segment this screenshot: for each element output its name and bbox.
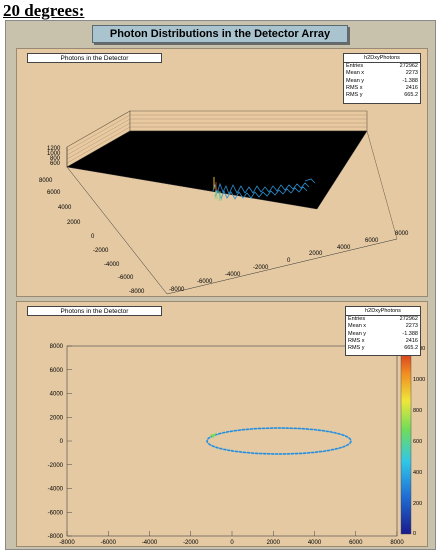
colz-y-tick-marks [67,345,72,537]
colz-palette-bar [400,343,412,535]
bottom-stats-row-mean-x: Mean x 2273 [348,323,418,330]
top-stats-row-mean-y: Mean y -1.388 [346,77,418,84]
y-tick-label: -6000 [118,275,134,281]
top-stats-name: h2DxyPhotons [344,54,420,63]
x-tick-label: 2000 [309,251,323,257]
y-tick-label: -2000 [48,463,64,469]
lego-x-axis-line [166,238,398,295]
page-heading: 20 degrees: [3,1,85,20]
root-canvas-window: Photon Distributions in the Detector Arr… [5,20,436,550]
colz-x-tick-labels: -8000 -6000 -4000 -2000 0 2000 4000 6000… [59,540,404,546]
palette-tick-label: 1000 [413,377,425,383]
x-tick-label: -8000 [169,287,185,293]
lego-y-axis-line [66,166,168,295]
z-tick-label: 1200 [47,146,61,152]
y-tick-label: 0 [91,234,95,240]
lego-z-tick-labels: 1200 1000 800 600 [47,146,61,167]
lego-x-tick-labels: -8000 -6000 -4000 -2000 0 2000 4000 6000… [169,231,409,293]
colz-frame [66,345,398,537]
x-tick-label: -2000 [183,540,199,546]
x-tick-label: -4000 [142,540,158,546]
x-tick-label: 6000 [365,238,379,244]
y-tick-label: 8000 [50,344,64,350]
bottom-pad-colz-plot[interactable]: Photons in the Detector [16,301,428,547]
palette-tick-label: 600 [413,439,422,445]
y-tick-label: -4000 [48,487,64,493]
y-tick-label: -8000 [48,534,64,540]
top-stats-row-rms-y: RMS y 665.2 [346,92,418,99]
x-tick-label: 0 [287,258,291,264]
x-tick-label: -2000 [253,265,269,271]
colz-photon-ring-inner [206,427,352,455]
x-tick-label: -4000 [225,272,241,278]
top-stats-row-mean-x: Mean x 2273 [346,70,418,77]
top-stats-row-rms-x: RMS x 2416 [346,84,418,91]
canvas-title-banner: Photon Distributions in the Detector Arr… [92,25,348,43]
colz-y-tick-labels: 8000 6000 4000 2000 0 -2000 -4000 -6000 … [48,344,64,540]
colz-palette-labels: 1200 1000 800 600 400 200 0 [413,346,425,537]
y-tick-label: -4000 [104,262,120,268]
x-tick-label: 2000 [267,540,281,546]
bottom-pad-title: Photons in the Detector [27,306,162,316]
colz-x-tick-marks [66,531,398,536]
y-tick-label: 4000 [50,392,64,398]
z-tick-label: 800 [50,156,61,162]
y-tick-label: 2000 [50,415,64,421]
bottom-stats-name: h2DxyPhotons [346,307,420,316]
x-tick-label: 4000 [308,540,322,546]
lego-right-edge [366,130,398,240]
x-tick-label: 8000 [395,231,409,237]
x-tick-label: -8000 [59,540,75,546]
y-tick-label: 6000 [47,190,61,196]
top-pad-lego-plot[interactable]: Photons in the Detector h2DxyPhotons Ent… [16,48,428,297]
z-tick-label: 600 [50,161,61,167]
bottom-stats-box[interactable]: h2DxyPhotons Entries 272962 Mean x 2273 Me… [345,306,421,356]
x-tick-label: 0 [230,540,234,546]
colz-plot-svg: 8000 6000 4000 2000 0 -2000 -4000 -6000 … [48,343,425,546]
bottom-stats-row-rms-x: RMS x 2416 [348,337,418,344]
palette-tick-label: 200 [413,501,422,507]
palette-tick-label: 0 [413,531,416,537]
top-stats-row-entries: Entries 272962 [346,63,418,69]
y-tick-label: 6000 [50,368,64,374]
x-tick-label: 4000 [337,245,351,251]
y-tick-label: -6000 [48,510,64,516]
top-stats-box[interactable]: h2DxyPhotons Entries 272962 Mean x 2273 Me… [343,53,421,104]
palette-tick-label: 800 [413,408,422,414]
y-tick-label: 8000 [39,178,53,184]
y-tick-label: 0 [60,439,64,445]
y-tick-label: 4000 [58,205,72,211]
x-tick-label: 6000 [349,540,363,546]
y-tick-label: 2000 [67,220,81,226]
lego-photon-peak-tail [304,178,316,184]
y-tick-label: -2000 [93,248,109,254]
lego-photon-peaks [212,182,310,201]
colz-photon-hotspot [210,433,217,438]
bottom-stats-row-mean-y: Mean y -1.388 [348,330,418,337]
top-pad-title: Photons in the Detector [27,53,162,63]
y-tick-label: -8000 [129,289,145,295]
palette-tick-label: 400 [413,470,422,476]
bottom-stats-row-entries: Entries 272962 [348,316,418,322]
bottom-stats-row-rms-y: RMS y 665.2 [348,345,418,352]
lego-plot-svg: 1200 1000 800 600 8000 6000 4000 2000 0 … [39,110,409,295]
x-tick-label: -6000 [101,540,117,546]
lego-wall-gridlines [66,114,367,164]
z-tick-label: 1000 [47,151,61,157]
x-tick-label: 8000 [390,540,404,546]
lego-y-tick-labels: 8000 6000 4000 2000 0 -2000 -4000 -6000 … [39,178,145,295]
lego-back-wall [129,110,368,132]
x-tick-label: -6000 [197,279,213,285]
